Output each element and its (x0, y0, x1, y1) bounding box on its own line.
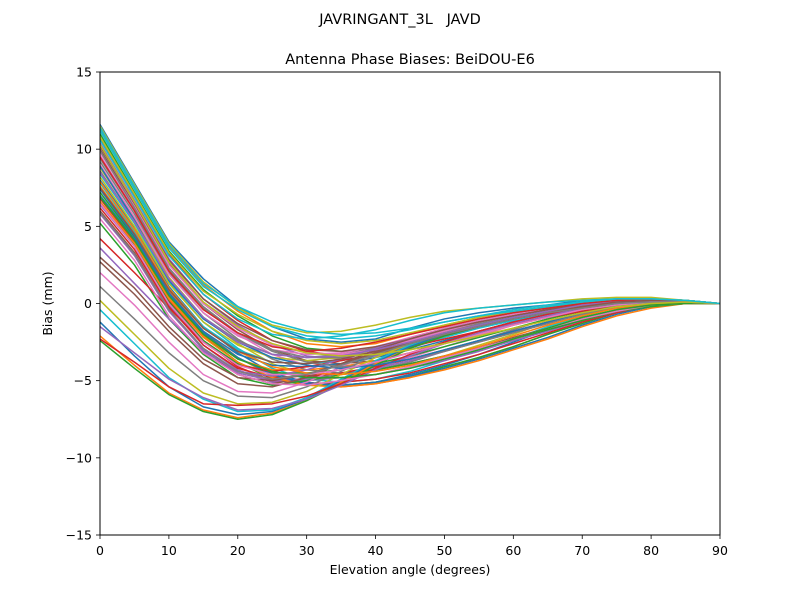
y-tick-label: 5 (84, 219, 92, 234)
y-axis-label: Bias (mm) (40, 271, 55, 335)
series-line-s54 (100, 155, 720, 353)
x-tick-label: 0 (96, 543, 104, 558)
y-tick-label: 15 (76, 65, 92, 80)
x-axis: 0 10 20 30 40 50 60 70 80 90 (96, 535, 728, 558)
x-tick-label: 10 (161, 543, 177, 558)
y-tick-label: 10 (76, 142, 92, 157)
series-line-s59 (100, 143, 720, 357)
series-line-s58 (100, 211, 720, 380)
y-axis: −15 −10 −5 0 5 10 15 (66, 65, 100, 543)
y-tick-label: −5 (74, 373, 92, 388)
x-tick-label: 40 (368, 543, 384, 558)
series-line-s47 (100, 217, 720, 387)
series-group (100, 123, 720, 420)
series-line-s32 (100, 200, 720, 388)
y-tick-label: 0 (84, 296, 92, 311)
series-line-s31 (100, 194, 720, 387)
chart-suptitle: JAVRINGANT_3L JAVD (318, 12, 480, 28)
x-tick-label: 30 (299, 543, 315, 558)
x-tick-label: 80 (643, 543, 659, 558)
x-axis-label: Elevation angle (degrees) (330, 562, 491, 577)
chart-title: Antenna Phase Biases: BeiDOU-E6 (285, 52, 535, 68)
y-tick-label: −15 (66, 528, 92, 543)
x-tick-label: 50 (436, 543, 452, 558)
x-tick-label: 90 (712, 543, 728, 558)
y-tick-label: −10 (66, 450, 92, 465)
x-tick-label: 60 (505, 543, 521, 558)
series-line-s60 (100, 126, 720, 336)
x-tick-label: 20 (230, 543, 246, 558)
series-line-s57 (100, 202, 720, 376)
x-tick-label: 70 (574, 543, 590, 558)
series-line-s53 (100, 195, 720, 379)
series-line-s49 (100, 124, 720, 334)
